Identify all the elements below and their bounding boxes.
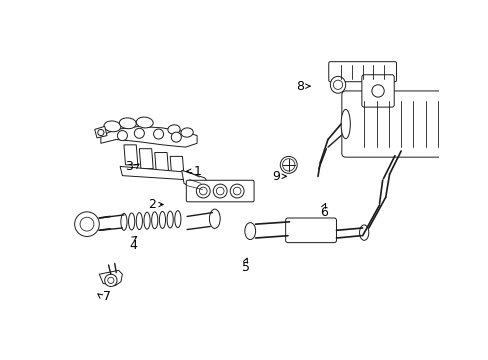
Ellipse shape — [280, 156, 297, 173]
Polygon shape — [120, 166, 194, 180]
Ellipse shape — [209, 209, 220, 228]
FancyBboxPatch shape — [361, 75, 393, 107]
Polygon shape — [182, 170, 210, 193]
Ellipse shape — [136, 213, 142, 230]
Text: 1: 1 — [193, 165, 201, 178]
Ellipse shape — [151, 212, 158, 229]
Ellipse shape — [136, 117, 153, 128]
Ellipse shape — [159, 211, 165, 228]
Ellipse shape — [121, 213, 127, 230]
Circle shape — [80, 217, 94, 231]
Circle shape — [98, 130, 104, 136]
Ellipse shape — [119, 118, 136, 129]
Circle shape — [134, 128, 144, 138]
Ellipse shape — [450, 108, 461, 140]
Ellipse shape — [244, 222, 255, 239]
Circle shape — [233, 187, 241, 195]
Polygon shape — [123, 145, 138, 165]
Circle shape — [213, 184, 226, 198]
Ellipse shape — [359, 225, 368, 240]
Polygon shape — [170, 156, 183, 176]
Ellipse shape — [143, 212, 150, 229]
Circle shape — [171, 132, 181, 142]
Polygon shape — [99, 270, 122, 286]
Polygon shape — [101, 126, 197, 147]
Text: 5: 5 — [241, 261, 249, 274]
Text: 8: 8 — [296, 80, 304, 93]
Text: 4: 4 — [129, 239, 137, 252]
Text: 2: 2 — [147, 198, 155, 211]
Ellipse shape — [181, 128, 193, 137]
Ellipse shape — [104, 121, 121, 132]
Ellipse shape — [167, 211, 173, 228]
Circle shape — [333, 80, 342, 89]
Circle shape — [117, 131, 127, 141]
Circle shape — [216, 187, 224, 195]
Text: 9: 9 — [272, 170, 280, 183]
Circle shape — [282, 159, 294, 171]
Circle shape — [199, 187, 207, 195]
Circle shape — [153, 129, 163, 139]
Text: 6: 6 — [320, 206, 327, 219]
FancyBboxPatch shape — [186, 180, 254, 202]
FancyBboxPatch shape — [285, 218, 336, 243]
FancyBboxPatch shape — [341, 91, 460, 157]
Ellipse shape — [329, 76, 345, 93]
Polygon shape — [95, 126, 107, 138]
Circle shape — [196, 184, 210, 198]
Polygon shape — [154, 153, 168, 172]
Ellipse shape — [174, 211, 181, 228]
Circle shape — [107, 277, 114, 283]
Text: 3: 3 — [125, 160, 133, 173]
Polygon shape — [139, 149, 153, 169]
Circle shape — [104, 274, 117, 287]
Text: 7: 7 — [102, 289, 111, 302]
FancyBboxPatch shape — [328, 62, 396, 82]
Ellipse shape — [128, 213, 135, 230]
Ellipse shape — [167, 125, 180, 134]
Ellipse shape — [341, 109, 349, 139]
Circle shape — [75, 212, 99, 237]
Circle shape — [371, 85, 384, 97]
Circle shape — [230, 184, 244, 198]
